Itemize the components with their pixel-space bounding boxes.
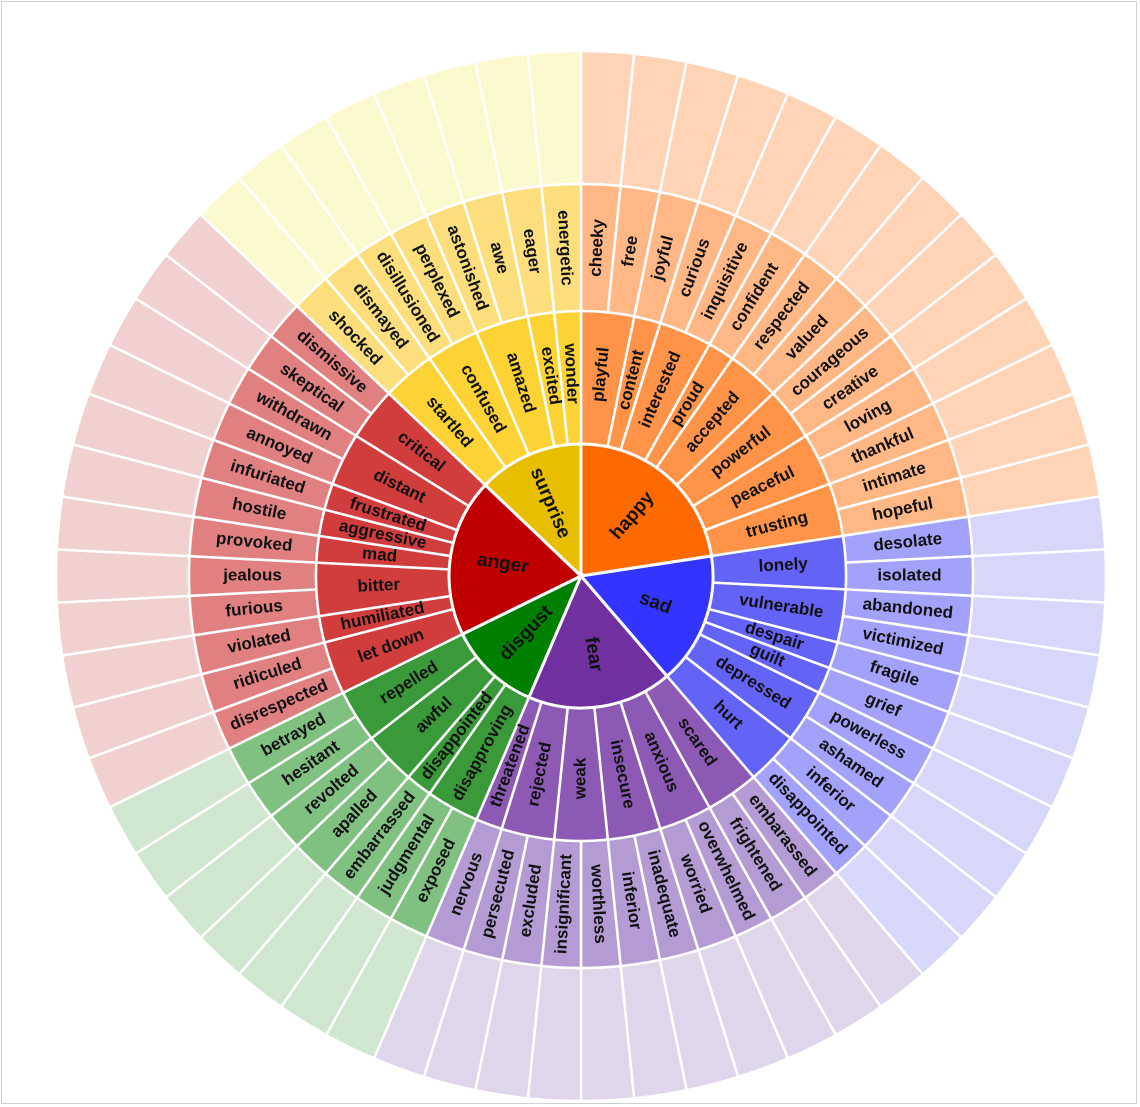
rim-slice-sad — [971, 548, 1108, 604]
core-slice-happy — [579, 442, 714, 578]
core-slice-disgust — [460, 572, 584, 700]
core-slice-anger — [447, 482, 584, 637]
middle-label-wonder: wonder — [561, 342, 583, 405]
core-slice-fear — [526, 573, 670, 710]
middle-label-weak: weak — [570, 757, 589, 800]
middle-ring — [314, 309, 848, 843]
outer-label-jealous: jealous — [222, 565, 282, 584]
middle-label-lonely: lonely — [758, 554, 809, 575]
outer-label-free: free — [618, 234, 642, 268]
outer-label-energetic: energetic — [554, 210, 577, 286]
core-slice-surprise — [483, 442, 583, 580]
outer-label-isolated: isolated — [877, 565, 941, 584]
outer-label-cheeky: cheeky — [586, 218, 608, 277]
middle-label-bitter: bitter — [357, 575, 401, 596]
outer-label-worthless: worthless — [587, 863, 610, 944]
core-slice-sad — [578, 554, 715, 679]
middle-label-mad: mad — [361, 543, 398, 565]
core-ring — [447, 442, 715, 710]
rim-slice-anger — [54, 548, 191, 604]
